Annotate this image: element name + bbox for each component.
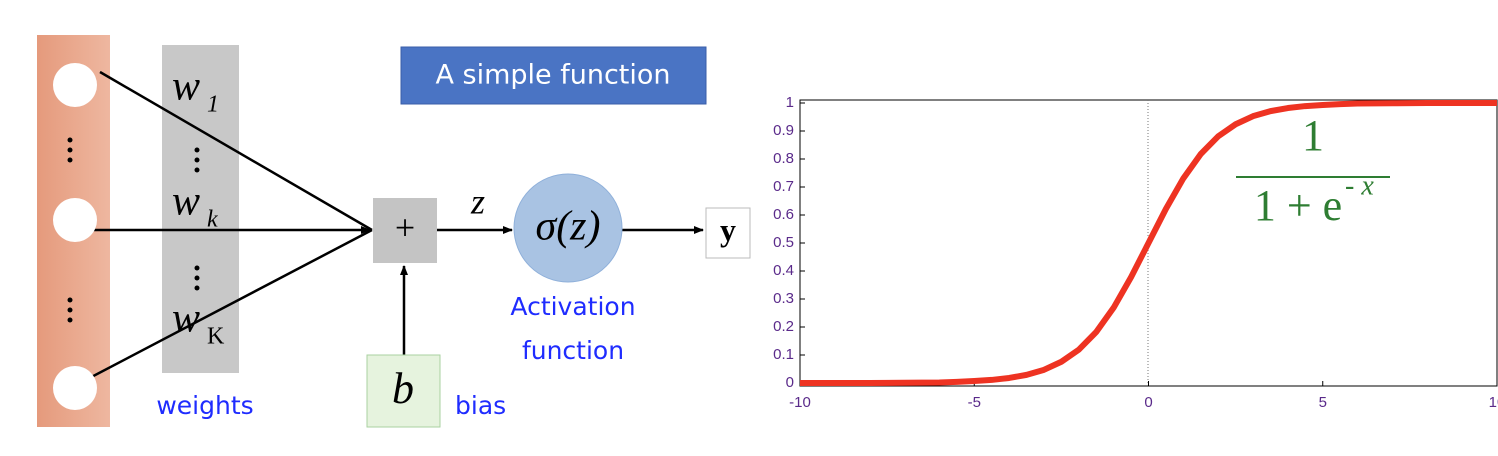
y-tick-label: 0.8 [773, 150, 794, 167]
weight-index: 1 [207, 92, 219, 118]
y-tick-label: 0.7 [773, 178, 794, 195]
activation-label: Activation [510, 292, 635, 321]
y-tick-label: 0.1 [773, 346, 794, 363]
edges [79, 70, 704, 385]
y-tick-label: 0.2 [773, 318, 794, 335]
x-tick-label: 0 [1144, 394, 1152, 411]
sum: + [395, 207, 415, 247]
title: A simple function [435, 60, 670, 91]
z-label: z [470, 181, 485, 221]
y-tick-label: 0.4 [773, 262, 794, 279]
weight-symbol: w [172, 179, 200, 225]
formula: 1 1 + e - x [1236, 111, 1390, 230]
bias-label: bias [455, 391, 506, 420]
ellipsis [67, 137, 200, 323]
weight-index: K [207, 324, 225, 350]
y-tick-label: 0.5 [773, 234, 794, 251]
activation-node [513, 173, 623, 283]
title-box [400, 46, 707, 105]
x-tick-label: -10 [789, 394, 811, 411]
weights-label: weights [156, 391, 253, 420]
weight-symbol: w [172, 64, 200, 110]
activation: σ(z) [535, 204, 600, 250]
x-tick-label: 10 [1489, 394, 1498, 411]
bias-box [366, 354, 441, 428]
curve [800, 100, 1497, 386]
y-tick-label: 0.9 [773, 122, 794, 139]
input-node [53, 63, 97, 410]
weight-symbol: w [172, 296, 200, 342]
sum-box [373, 198, 437, 263]
output-box [705, 207, 751, 259]
y-tick-label: 0.6 [773, 206, 794, 223]
y-tick-label: 0.3 [773, 290, 794, 307]
formula-exponent: - x [1345, 170, 1374, 201]
formula-denominator: 1 + e [1254, 181, 1342, 230]
activation-label: function [522, 336, 624, 365]
x-tick-label: 5 [1319, 394, 1327, 411]
bias: b [392, 364, 414, 413]
y-tick-label: 1 [786, 94, 794, 111]
output: y [720, 211, 736, 247]
formula-numerator: 1 [1302, 111, 1324, 160]
y-tick-label: 0 [786, 374, 794, 391]
weights-panel [162, 45, 239, 373]
x-tick-label: -5 [968, 394, 981, 411]
weight-index: k [207, 207, 218, 233]
